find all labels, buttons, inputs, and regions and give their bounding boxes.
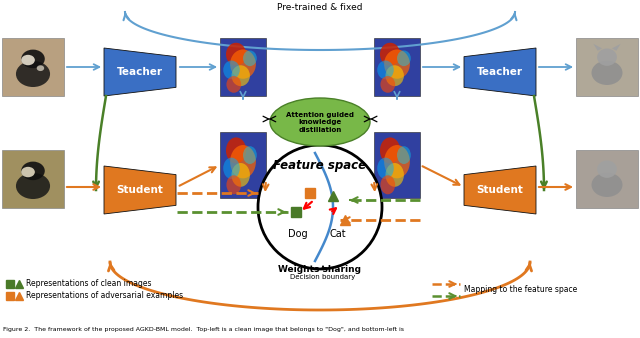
- Circle shape: [258, 145, 382, 269]
- Ellipse shape: [597, 161, 617, 178]
- Ellipse shape: [380, 138, 400, 164]
- Ellipse shape: [232, 65, 250, 86]
- Bar: [2, 150, 64, 208]
- Ellipse shape: [397, 50, 411, 66]
- Ellipse shape: [21, 162, 45, 180]
- Text: Decision boundary: Decision boundary: [291, 266, 356, 280]
- Ellipse shape: [591, 173, 623, 197]
- Text: Student: Student: [116, 185, 163, 195]
- Ellipse shape: [232, 163, 250, 187]
- Ellipse shape: [16, 173, 50, 199]
- Bar: [220, 132, 266, 198]
- Text: Feature space: Feature space: [273, 159, 367, 171]
- Text: Pre-trained & fixed: Pre-trained & fixed: [277, 3, 363, 13]
- Ellipse shape: [16, 61, 50, 87]
- Text: Representations of clean images: Representations of clean images: [26, 280, 152, 289]
- Ellipse shape: [21, 167, 35, 177]
- Ellipse shape: [230, 145, 256, 178]
- Ellipse shape: [21, 55, 35, 65]
- Ellipse shape: [384, 145, 410, 178]
- Text: Student: Student: [477, 185, 524, 195]
- Ellipse shape: [227, 76, 241, 93]
- Ellipse shape: [380, 175, 395, 194]
- Bar: [220, 38, 266, 96]
- Text: Dog: Dog: [288, 229, 308, 239]
- Text: Figure 2.  The framework of the proposed AGKD-BML model.  Top-left is a clean im: Figure 2. The framework of the proposed …: [3, 327, 404, 332]
- Polygon shape: [464, 48, 536, 96]
- Ellipse shape: [226, 43, 246, 66]
- Text: Weights sharing: Weights sharing: [278, 265, 362, 274]
- Ellipse shape: [243, 146, 257, 164]
- Bar: [576, 38, 638, 96]
- Ellipse shape: [223, 158, 240, 179]
- Polygon shape: [612, 44, 621, 51]
- Polygon shape: [104, 48, 176, 96]
- Text: Teacher: Teacher: [117, 67, 163, 77]
- Ellipse shape: [21, 50, 45, 68]
- Ellipse shape: [227, 175, 241, 194]
- Ellipse shape: [380, 76, 395, 93]
- Polygon shape: [464, 166, 536, 214]
- Bar: [576, 150, 638, 208]
- Text: Teacher: Teacher: [477, 67, 523, 77]
- Ellipse shape: [377, 61, 394, 79]
- Ellipse shape: [397, 146, 411, 164]
- Ellipse shape: [385, 163, 404, 187]
- Bar: [2, 38, 64, 96]
- Bar: [374, 132, 420, 198]
- Ellipse shape: [36, 65, 44, 71]
- Ellipse shape: [243, 50, 257, 66]
- Ellipse shape: [270, 98, 370, 146]
- Ellipse shape: [380, 43, 400, 66]
- Ellipse shape: [591, 61, 623, 85]
- Polygon shape: [104, 166, 176, 214]
- Text: Mapping to the feature space: Mapping to the feature space: [464, 286, 577, 294]
- Ellipse shape: [384, 49, 410, 79]
- Ellipse shape: [597, 48, 617, 66]
- Bar: [374, 38, 420, 96]
- Ellipse shape: [377, 158, 394, 179]
- Text: Attention guided
knowledge
distillation: Attention guided knowledge distillation: [286, 112, 354, 132]
- Ellipse shape: [226, 138, 246, 164]
- Polygon shape: [593, 44, 602, 51]
- Text: Cat: Cat: [330, 229, 346, 239]
- Ellipse shape: [385, 65, 404, 86]
- Ellipse shape: [223, 61, 240, 79]
- Ellipse shape: [230, 49, 256, 79]
- Text: Representations of adversarial examples: Representations of adversarial examples: [26, 291, 183, 300]
